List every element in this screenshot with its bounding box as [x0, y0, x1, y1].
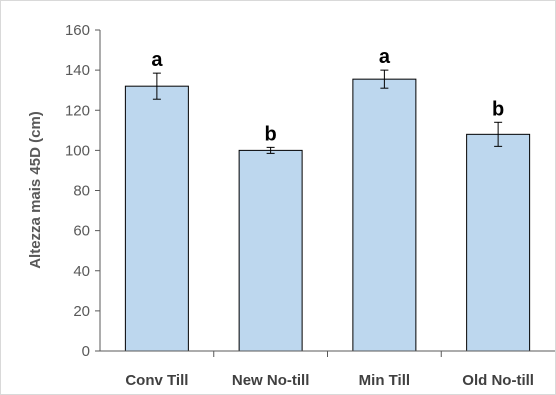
y-tick-label: 40 [73, 263, 90, 280]
y-tick-label: 160 [65, 22, 90, 39]
axes [99, 30, 555, 357]
bar-new-no-till [238, 149, 303, 352]
y-tick-label: 120 [65, 102, 90, 119]
y-tick-label: 0 [82, 343, 90, 360]
y-tick-label: 20 [73, 303, 90, 320]
bar-old-no-till [466, 133, 531, 352]
y-tick-label: 80 [73, 183, 90, 200]
bars [124, 78, 531, 352]
category-labels: Conv Till New No-till Min Till Old No-till [125, 372, 534, 389]
significance-label: a [151, 49, 163, 71]
bar-min-till [352, 78, 417, 352]
error-bars [152, 69, 503, 154]
category-label: Old No-till [462, 372, 534, 389]
y-tick-label: 60 [73, 223, 90, 240]
significance-label: b [265, 123, 277, 145]
category-label: Min Till [359, 372, 410, 389]
y-tick-label: 140 [65, 62, 90, 79]
category-label: New No-till [232, 372, 310, 389]
bar-conv-till [124, 85, 189, 352]
y-axis-ticks: 0 20 40 60 80 100 120 140 160 [65, 22, 100, 360]
significance-labels: a b a b [151, 46, 504, 145]
category-label: Conv Till [125, 372, 188, 389]
y-axis-title: Altezza mais 45D (cm) [27, 111, 44, 269]
significance-label: b [492, 98, 504, 120]
significance-label: a [379, 46, 391, 68]
y-tick-label: 100 [65, 142, 90, 159]
